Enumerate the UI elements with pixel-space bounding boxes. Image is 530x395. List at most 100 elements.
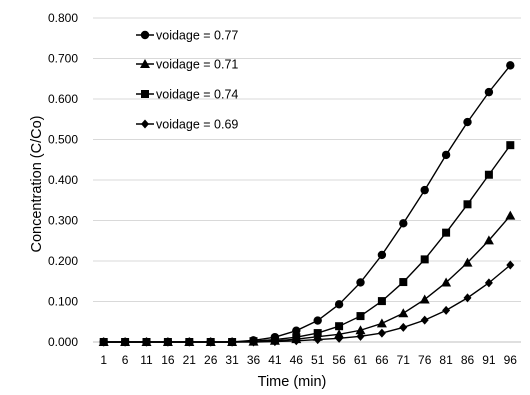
legend-marker-square	[141, 90, 149, 98]
legend-label: voidage = 0.74	[156, 88, 238, 102]
x-tick-label: 51	[311, 353, 325, 367]
x-tick-label: 71	[397, 353, 411, 367]
data-point-circle	[441, 150, 451, 160]
y-tick-label: 0.700	[48, 52, 78, 66]
data-point-square	[463, 200, 472, 209]
data-point-square	[356, 312, 365, 321]
x-tick-label: 46	[290, 353, 304, 367]
x-tick-label: 61	[354, 353, 368, 367]
data-point-circle	[420, 185, 429, 195]
legend-item: voidage = 0.77	[136, 29, 238, 43]
series-diamond	[99, 260, 515, 347]
data-point-diamond	[506, 260, 515, 270]
data-point-circle	[463, 117, 472, 127]
legend-marker-diamond	[141, 119, 149, 129]
y-tick-label: 0.300	[48, 214, 78, 228]
x-tick-label: 56	[332, 353, 346, 367]
legend-marker-triangle	[140, 59, 150, 68]
x-tick-labels: 1 6 11 16 21 26 31 36 41 46 51 56 61 66 71 76 81 86 91 96	[100, 353, 517, 367]
data-point-circle	[506, 61, 515, 70]
x-axis-title: Time (min)	[258, 374, 327, 390]
legend-marker-circle	[140, 30, 150, 40]
y-tick-labels: 0.000 0.100 0.200 0.300 0.400 0.500 0.600 0.700…	[48, 11, 78, 349]
x-tick-label: 81	[439, 353, 453, 367]
legend-item: voidage = 0.69	[136, 118, 238, 132]
data-point-diamond	[249, 337, 258, 347]
data-point-diamond	[377, 328, 386, 338]
data-point-square	[506, 141, 515, 150]
data-point-diamond	[121, 337, 130, 347]
data-point-diamond	[185, 337, 194, 347]
y-tick-label: 0.000	[48, 335, 78, 349]
x-tick-label: 6	[122, 353, 129, 367]
x-tick-label: 41	[268, 353, 282, 367]
x-tick-label: 1	[100, 353, 107, 367]
data-point-diamond	[292, 336, 301, 346]
data-point-triangle	[334, 329, 345, 339]
data-point-triangle	[398, 308, 409, 318]
y-tick-label: 0.400	[48, 173, 78, 187]
data-point-diamond	[420, 315, 429, 325]
y-tick-label: 0.100	[48, 295, 78, 309]
x-tick-label: 86	[461, 353, 475, 367]
x-tick-label: 16	[161, 353, 175, 367]
data-point-square	[399, 278, 408, 287]
y-tick-label: 0.800	[48, 11, 78, 25]
y-tick-label: 0.600	[48, 92, 78, 106]
legend-label: voidage = 0.69	[156, 118, 238, 132]
x-tick-label: 31	[225, 353, 239, 367]
data-point-circle	[334, 300, 344, 309]
data-point-diamond	[356, 331, 365, 341]
data-point-circle	[292, 326, 301, 335]
data-point-diamond	[484, 278, 493, 288]
data-point-diamond	[206, 337, 215, 347]
legend-label: voidage = 0.71	[156, 58, 238, 72]
legend-item: voidage = 0.71	[136, 58, 238, 72]
x-tick-label: 36	[247, 353, 261, 367]
data-point-diamond	[228, 337, 237, 347]
x-tick-label: 91	[482, 353, 496, 367]
data-point-square	[442, 228, 451, 237]
data-point-diamond	[463, 293, 472, 303]
data-point-triangle	[483, 235, 494, 245]
data-point-circle	[399, 219, 408, 228]
data-point-triangle	[505, 210, 516, 220]
gridlines	[93, 17, 521, 343]
data-point-diamond	[313, 335, 322, 345]
legend-label: voidage = 0.77	[156, 29, 238, 43]
data-point-square	[377, 297, 386, 306]
y-axis-title: Concentration (C/Co)	[29, 116, 45, 253]
data-point-circle	[313, 316, 322, 325]
data-point-circle	[377, 250, 387, 260]
data-point-triangle	[441, 277, 452, 287]
data-point-diamond	[99, 337, 108, 347]
data-point-triangle	[355, 325, 366, 335]
x-tick-label: 21	[183, 353, 197, 367]
x-tick-label: 66	[375, 353, 389, 367]
data-point-diamond	[163, 337, 172, 347]
data-point-circle	[484, 87, 494, 97]
data-point-triangle	[419, 294, 430, 304]
data-point-triangle	[376, 318, 387, 328]
legend: voidage = 0.77 voidage = 0.71 voidage = 0.…	[136, 29, 238, 132]
data-point-diamond	[270, 337, 279, 347]
data-point-diamond	[142, 337, 151, 347]
data-point-diamond	[399, 322, 408, 332]
x-tick-label: 76	[418, 353, 432, 367]
x-tick-label: 11	[140, 353, 153, 367]
data-point-diamond	[335, 333, 344, 343]
data-point-square	[420, 255, 429, 264]
y-tick-label: 0.500	[48, 133, 78, 147]
series-group	[98, 61, 516, 347]
y-tick-label: 0.200	[48, 254, 78, 268]
data-point-square	[335, 322, 344, 331]
data-point-square	[484, 170, 493, 179]
data-point-circle	[356, 278, 365, 287]
data-point-square	[313, 329, 322, 338]
x-tick-label: 26	[204, 353, 218, 367]
legend-item: voidage = 0.74	[136, 88, 238, 102]
data-point-diamond	[442, 305, 451, 315]
data-point-triangle	[462, 257, 473, 267]
